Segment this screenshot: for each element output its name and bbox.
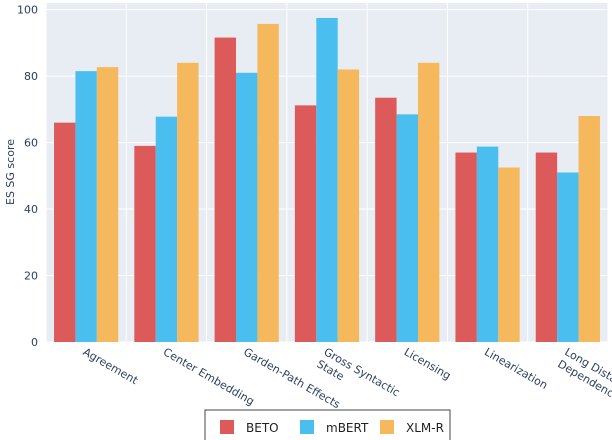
bar <box>96 67 119 343</box>
y-tick-label: 40 <box>24 203 38 216</box>
legend-label: XLM-R <box>406 421 444 435</box>
bar <box>417 62 440 343</box>
bar <box>294 105 317 342</box>
bar <box>54 122 76 342</box>
y-tick-label: 80 <box>24 70 38 83</box>
x-tick-label: Agreement <box>81 345 141 387</box>
legend-label: BETO <box>246 421 279 435</box>
bar <box>498 167 520 342</box>
y-tick-label: 100 <box>17 4 38 17</box>
x-tick-label-line: Linearization <box>482 345 550 392</box>
bar <box>257 23 279 343</box>
legend-swatch <box>300 420 314 434</box>
bar <box>455 152 477 342</box>
bar <box>557 172 579 342</box>
x-tick-label-line: Licensing <box>402 345 453 382</box>
x-tick-label: Linearization <box>482 345 550 392</box>
y-tick-label: 60 <box>24 137 38 150</box>
bar <box>535 152 558 342</box>
x-tick-label-line: Agreement <box>81 345 141 387</box>
x-tick-label: Licensing <box>402 345 453 382</box>
bar <box>177 62 199 343</box>
bar <box>375 97 397 343</box>
bar <box>134 145 156 342</box>
x-tick-label: Long DistanceDependencies <box>555 345 612 408</box>
y-axis-title: ES SG score <box>4 139 17 205</box>
bar <box>155 116 178 342</box>
y-tick-label: 0 <box>31 336 38 349</box>
bar <box>396 114 418 343</box>
bar <box>214 37 237 343</box>
legend-box <box>204 409 451 440</box>
bar <box>75 71 97 342</box>
legend-swatch <box>220 420 234 434</box>
bar <box>337 69 360 343</box>
legend-swatch <box>380 420 394 434</box>
bar <box>236 72 258 342</box>
y-tick-label: 20 <box>24 270 38 283</box>
bar <box>316 17 338 343</box>
bar <box>476 146 499 342</box>
bar <box>578 116 600 342</box>
legend-label: mBERT <box>326 421 369 435</box>
